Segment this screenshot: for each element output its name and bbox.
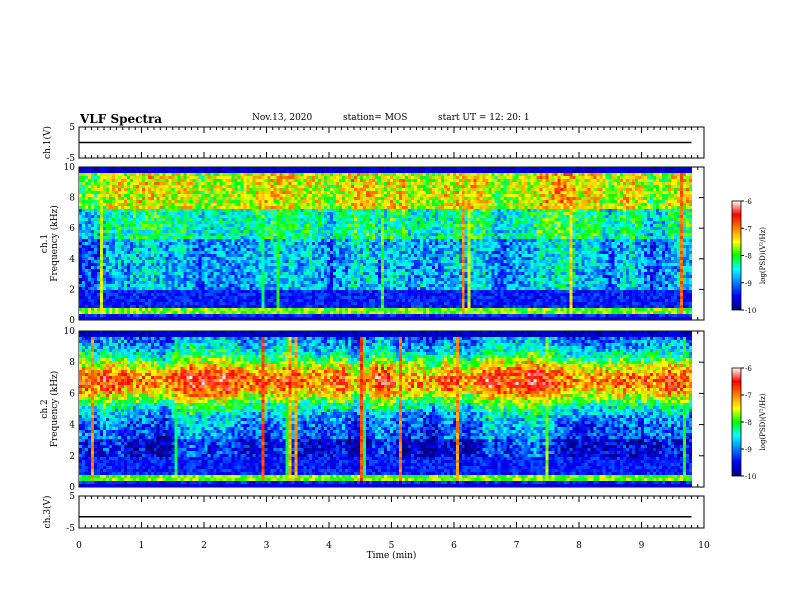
x-axis-label: Time (min) <box>367 550 417 561</box>
y-tick-label: 5 <box>69 492 75 502</box>
station-label: station= MOS <box>343 113 408 123</box>
y-axis-label-channel: ch.1 <box>40 234 50 253</box>
colorbar <box>731 200 742 311</box>
x-tick-label: 9 <box>639 541 645 551</box>
y-tick-label: 6 <box>69 389 75 399</box>
x-tick-label: 7 <box>514 541 520 551</box>
y-tick-label: 0 <box>69 316 75 326</box>
figure-title: VLF Spectra <box>80 112 163 126</box>
x-tick-label: 4 <box>326 541 332 551</box>
y-tick-label: 4 <box>69 255 75 265</box>
y-tick-label: 8 <box>69 358 75 368</box>
colorbar-tick-label: -9 <box>745 280 752 288</box>
y-axis-label-frequency: Frequency (kHz) <box>49 205 60 282</box>
y-axis-label-frequency: Frequency (kHz) <box>49 371 60 448</box>
colorbar-tick-label: -10 <box>745 307 756 315</box>
spectrogram-ch1 <box>79 167 692 320</box>
y-axis-label: ch.1(V) <box>42 126 53 159</box>
colorbar-tick-label: -9 <box>745 446 752 454</box>
colorbar <box>731 367 742 477</box>
y-tick-label: 10 <box>64 163 76 173</box>
x-tick-label: 1 <box>139 541 145 551</box>
colorbar-tick-label: -10 <box>745 473 756 481</box>
x-tick-label: 8 <box>576 541 582 551</box>
colorbar-tick-label: -7 <box>745 392 752 400</box>
y-axis-label: ch.3(V) <box>42 496 53 529</box>
x-tick-label: 5 <box>389 541 395 551</box>
x-tick-label: 3 <box>264 541 270 551</box>
colorbar-tick-label: -7 <box>745 225 752 233</box>
x-tick-label: 0 <box>76 541 82 551</box>
y-tick-label: 8 <box>69 194 75 204</box>
y-tick-label: -5 <box>66 154 75 164</box>
y-tick-label: 2 <box>69 285 75 295</box>
y-tick-label: 0 <box>69 483 75 493</box>
x-tick-label: 2 <box>201 541 207 551</box>
y-tick-label: 6 <box>69 224 75 234</box>
y-tick-label: 10 <box>64 327 76 337</box>
y-tick-label: 2 <box>69 452 75 462</box>
panel-1: 5 -5 ch.1(V) <box>42 123 705 164</box>
y-tick-label: 5 <box>69 123 75 133</box>
y-tick-label: 4 <box>69 421 75 431</box>
date-label: Nov.13, 2020 <box>252 113 313 123</box>
x-tick-label: 10 <box>698 541 710 551</box>
colorbar-label: log(PSD)(V²/Hz) <box>759 393 767 450</box>
colorbar-tick-label: -6 <box>745 198 752 206</box>
colorbar-tick-label: -8 <box>745 419 752 427</box>
panel-4: 5 -5 ch.3(V) 0 1 2 3 4 5 6 7 8 9 10 Time (min) <box>42 492 710 561</box>
spectrogram-ch2 <box>79 331 692 487</box>
colorbar-label: log(PSD)(V²/Hz) <box>759 227 767 284</box>
y-tick-label: -5 <box>66 524 75 534</box>
start-time-label: start UT = 12: 20: 1 <box>438 113 530 123</box>
colorbar-tick-label: -8 <box>745 253 752 261</box>
y-axis-label-channel: ch.2 <box>40 399 50 418</box>
colorbar-tick-label: -6 <box>745 365 752 373</box>
x-tick-label: 6 <box>451 541 457 551</box>
